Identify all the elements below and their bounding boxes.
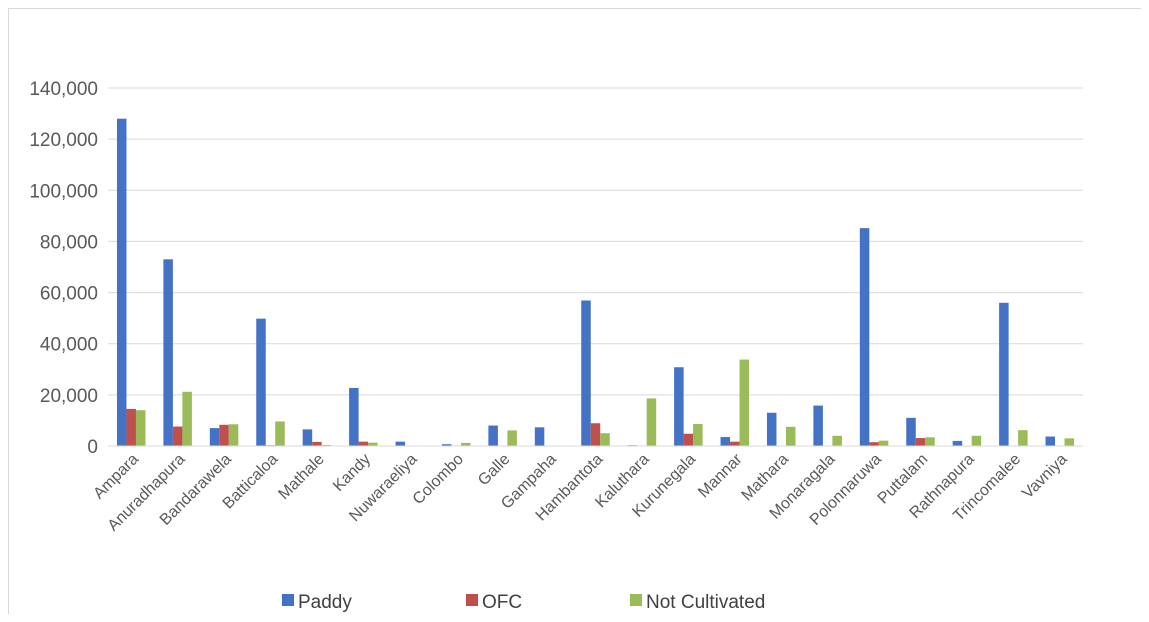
bar-not-cultivated [507, 430, 517, 446]
bar-not-cultivated [368, 442, 378, 446]
bar-not-cultivated [646, 398, 657, 446]
bar-not-cultivated [925, 437, 935, 446]
bar-not-cultivated [228, 424, 239, 446]
x-axis-ticks: AmparaAnuradhapuraBandarawelaBatticaloaM… [90, 450, 1070, 534]
bar-paddy [256, 318, 266, 446]
bars [116, 118, 1075, 446]
bar-ofc [915, 438, 926, 446]
bar-paddy [766, 412, 777, 446]
x-tick-label: Vavniya [1019, 451, 1071, 503]
bar-not-cultivated [878, 440, 889, 446]
bar-ofc [312, 441, 322, 446]
legend-swatch [282, 594, 294, 606]
bar-not-cultivated [1064, 438, 1075, 446]
bar-paddy [395, 441, 406, 446]
bar-ofc [869, 442, 879, 446]
bar-paddy [441, 444, 452, 446]
bar-paddy [859, 228, 870, 446]
bar-ofc [358, 441, 369, 446]
legend-label: Paddy [298, 592, 352, 613]
bar-ofc [730, 441, 740, 446]
legend-label: OFC [482, 592, 522, 613]
bar-paddy [209, 428, 220, 446]
bar-not-cultivated [321, 444, 332, 446]
y-tick-label: 80,000 [40, 232, 98, 253]
y-tick-label: 40,000 [40, 335, 98, 356]
bar-ofc [126, 408, 136, 446]
bar-paddy [349, 387, 359, 446]
bar-paddy [302, 429, 313, 446]
y-tick-label: 60,000 [40, 284, 98, 305]
y-tick-label: 0 [87, 437, 98, 458]
bar-not-cultivated [135, 410, 146, 446]
bar-paddy [720, 437, 731, 446]
bar-paddy [674, 367, 684, 446]
x-tick-label: Galle [475, 451, 514, 490]
bar-ofc [590, 423, 601, 446]
bar-paddy [116, 118, 127, 446]
legend-swatch [466, 594, 478, 606]
bar-paddy [952, 440, 963, 446]
bar-paddy [906, 417, 916, 446]
bar-not-cultivated [693, 424, 703, 446]
chart-frame [8, 8, 1141, 614]
legend-label: Not Cultivated [646, 592, 765, 613]
bar-not-cultivated [460, 442, 471, 446]
x-tick-label: Mathale [275, 451, 327, 503]
bar-not-cultivated [1018, 430, 1028, 446]
bar-paddy [1045, 436, 1056, 446]
bar-not-cultivated [785, 426, 796, 446]
bar-ofc [683, 433, 694, 446]
bar-not-cultivated [971, 435, 982, 446]
bar-not-cultivated [182, 391, 192, 446]
y-tick-label: 100,000 [29, 181, 98, 202]
bar-ofc [219, 424, 229, 446]
y-tick-label: 140,000 [29, 79, 98, 100]
gridlines [108, 87, 1083, 396]
y-axis-ticks: 0 20,000 40,000 60,000 80,000 100,000 120,000 1… [29, 79, 98, 458]
bar-paddy [488, 425, 498, 446]
y-tick-label: 120,000 [29, 130, 98, 151]
bar-not-cultivated [275, 421, 285, 446]
x-tick-label: Colombo [410, 451, 467, 508]
bar-paddy [999, 302, 1009, 446]
bar-paddy [813, 405, 823, 446]
legend-swatch [630, 594, 642, 606]
y-tick-label: 20,000 [40, 386, 98, 407]
bar-not-cultivated [739, 359, 750, 446]
bar-paddy [581, 300, 591, 446]
bar-paddy [163, 259, 173, 446]
bar-not-cultivated [600, 433, 610, 446]
legend: Paddy OFC Not Cultivated [282, 592, 765, 613]
bar-ofc [172, 426, 183, 446]
x-tick-label: Kandy [330, 451, 374, 495]
bar-paddy [534, 427, 545, 446]
bar-not-cultivated [832, 435, 842, 446]
